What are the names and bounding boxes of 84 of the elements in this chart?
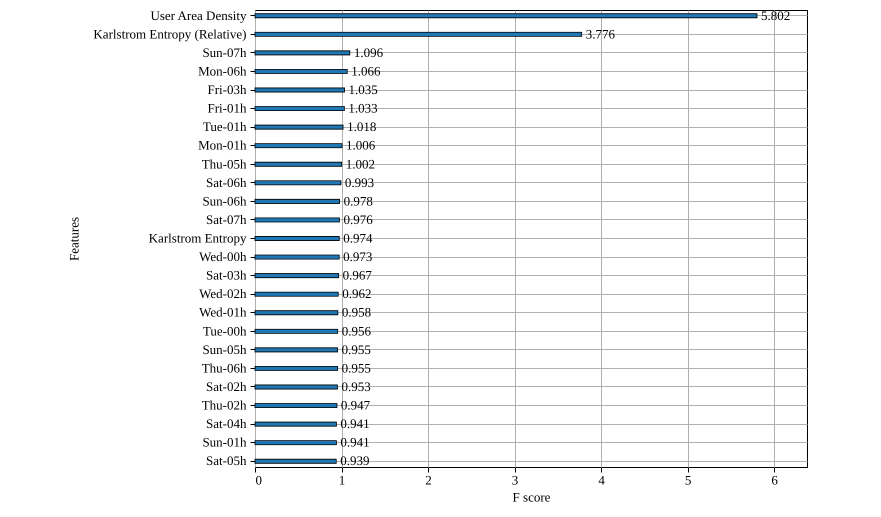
y-tick-label: Karlstrom Entropy: [148, 230, 247, 246]
data-label: 5.802: [760, 8, 790, 23]
y-tick-label: Sun-06h: [202, 193, 247, 208]
bar: [254, 273, 340, 278]
y-tick-label: Thu-02h: [202, 398, 247, 413]
y-tick-label: Wed-02h: [199, 286, 247, 302]
x-tick-label: 6: [771, 472, 778, 488]
data-label: 0.958: [342, 304, 372, 320]
y-axis-title: Features: [66, 216, 82, 262]
data-label: 0.955: [342, 360, 371, 376]
bar: [254, 347, 338, 352]
x-axis-title: F score: [512, 490, 551, 504]
bar: [254, 292, 339, 297]
data-label: 1.002: [346, 156, 375, 172]
x-tick-label: 5: [684, 472, 692, 488]
bar: [254, 384, 338, 390]
y-tick-label: Sat-06h: [206, 174, 247, 190]
data-label: 0.974: [343, 230, 374, 246]
bar: [254, 254, 340, 260]
bar: [254, 458, 337, 464]
data-label: 0.967: [342, 268, 372, 283]
x-tick-label: 0: [256, 472, 262, 488]
bar: [254, 32, 582, 37]
data-label: 0.973: [343, 249, 372, 264]
bar: [254, 50, 350, 56]
y-tick-label: Wed-00h: [199, 249, 247, 264]
data-label: 1.018: [347, 119, 376, 134]
y-tick-label: Mon-01h: [198, 138, 247, 153]
bar: [254, 124, 344, 130]
bar: [254, 69, 348, 74]
data-label: 0.939: [340, 453, 370, 468]
data-label: 1.033: [348, 100, 378, 116]
bar: [254, 440, 337, 446]
bar: [254, 236, 340, 241]
y-tick-label: Thu-06h: [202, 360, 247, 376]
bar: [254, 310, 338, 316]
data-label: 0.962: [342, 286, 372, 302]
data-label: 3.776: [586, 26, 616, 42]
data-label: 1.066: [351, 63, 381, 78]
bar: [254, 198, 340, 204]
bar: [254, 13, 758, 18]
bar: [254, 180, 342, 186]
y-tick-label: Sat-02h: [206, 378, 247, 394]
y-tick-label: Sun-07h: [202, 44, 247, 60]
x-tick-label: 3: [512, 472, 518, 488]
data-label: 1.035: [348, 82, 378, 98]
data-label: 0.941: [340, 434, 370, 450]
data-label: 0.953: [341, 378, 371, 394]
data-label: 0.978: [344, 193, 373, 208]
y-tick-label: Fri-03h: [208, 82, 247, 98]
data-label: 0.956: [342, 323, 372, 338]
y-tick-label: Sat-07h: [206, 212, 247, 227]
bar: [254, 328, 338, 334]
y-tick-label: User Area Density: [150, 8, 247, 23]
data-label: 1.006: [346, 138, 376, 153]
bar: [254, 217, 340, 222]
data-label: 1.096: [354, 44, 384, 60]
y-tick-label: Wed-01h: [199, 304, 247, 320]
y-tick-label: Tue-00h: [202, 323, 247, 338]
y-tick-label: Fri-01h: [208, 100, 247, 116]
y-tick-label: Karlstrom Entropy (Relative): [93, 26, 246, 42]
data-label: 0.941: [340, 416, 370, 432]
y-tick-label: Sun-05h: [202, 342, 247, 357]
y-tick-label: Mon-06h: [198, 63, 247, 78]
y-tick-label: Sat-03h: [206, 268, 247, 283]
y-tick-label: Tue-01h: [202, 119, 247, 134]
y-tick-label: Thu-05h: [202, 156, 247, 172]
bar: [254, 143, 342, 148]
bar: [254, 366, 338, 371]
data-label: 0.955: [342, 342, 371, 357]
x-tick-label: 4: [598, 472, 606, 488]
x-tick-label: 1: [338, 472, 346, 488]
bar: [254, 162, 342, 167]
data-label: 0.976: [343, 212, 374, 227]
data-label: 0.947: [340, 398, 371, 413]
bar: [254, 106, 345, 112]
data-label: 0.993: [344, 174, 374, 190]
y-tick-label: Sat-04h: [206, 416, 247, 432]
bar: [254, 403, 338, 408]
bar: [254, 88, 345, 92]
y-tick-label: Sun-01h: [202, 434, 247, 450]
x-tick-label: 2: [425, 472, 432, 488]
bar: [254, 422, 337, 427]
y-tick-label: Sat-05h: [206, 453, 247, 468]
